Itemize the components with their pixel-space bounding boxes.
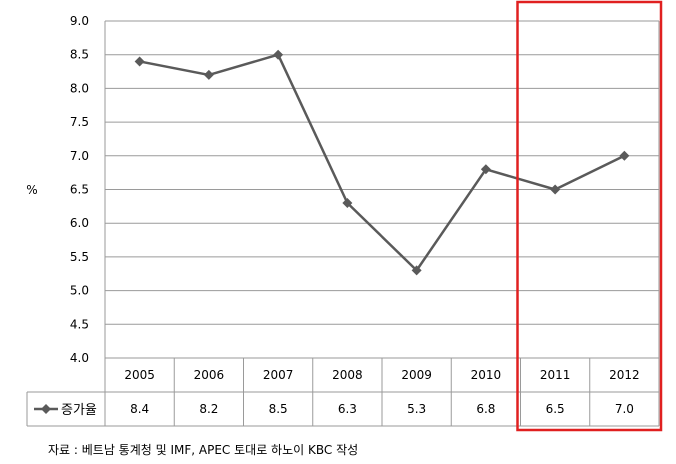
gridlines xyxy=(105,20,659,359)
data-point xyxy=(342,197,353,208)
data-label: 8.2 xyxy=(199,402,218,416)
axes xyxy=(104,21,660,358)
data-label: 8.5 xyxy=(269,402,288,416)
data-label: 8.4 xyxy=(130,402,149,416)
data-point xyxy=(619,150,630,161)
y-tick-label: 5.0 xyxy=(70,284,89,298)
x-tick-label: 2005 xyxy=(124,368,155,382)
source-note: 자료 : 베트남 통계청 및 IMF, APEC 토대로 하노이 KBC 작성 xyxy=(48,443,359,457)
y-tick-label: 7.0 xyxy=(70,149,89,163)
y-tick-labels: 4.0 4.5 5.0 5.5 6.0 6.5 7.0 7.5 8.0 8.5 9.0 xyxy=(70,14,89,365)
x-tick-label: 2011 xyxy=(540,368,571,382)
y-tick-label: 6.5 xyxy=(70,183,89,197)
highlight-box xyxy=(516,0,663,432)
data-table: 2005 2006 2007 2008 2009 2010 2011 2012 8.4 8.2 8.… xyxy=(26,358,660,427)
data-point xyxy=(273,49,284,60)
y-tick-label: 9.0 xyxy=(70,14,89,28)
y-tick-label: 6.0 xyxy=(70,216,89,230)
data-point xyxy=(203,69,214,80)
y-tick-label: 5.5 xyxy=(70,250,89,264)
highlight-rect xyxy=(516,0,663,432)
series-line xyxy=(134,49,630,276)
series-polyline xyxy=(139,53,625,272)
x-tick-label: 2009 xyxy=(401,368,432,382)
x-tick-label: 2006 xyxy=(194,368,225,382)
x-tick-label: 2012 xyxy=(609,368,640,382)
legend-marker xyxy=(41,404,51,414)
data-point xyxy=(480,164,491,175)
legend-label: 증가율 xyxy=(61,403,97,418)
x-tick-label: 2007 xyxy=(263,368,294,382)
data-label: 6.8 xyxy=(476,402,495,416)
data-label: 6.5 xyxy=(546,402,565,416)
x-tick-label: 2010 xyxy=(471,368,502,382)
data-label: 6.3 xyxy=(338,402,357,416)
data-label: 7.0 xyxy=(615,402,634,416)
data-point xyxy=(411,265,422,276)
data-point xyxy=(550,184,561,195)
data-label: 5.3 xyxy=(407,402,426,416)
y-axis-label: % xyxy=(26,183,37,197)
x-tick-label: 2008 xyxy=(332,368,363,382)
y-tick-label: 8.5 xyxy=(70,48,89,62)
y-tick-label: 8.0 xyxy=(70,81,89,95)
y-tick-label: 4.5 xyxy=(70,317,89,331)
y-tick-label: 4.0 xyxy=(70,351,89,365)
y-tick-label: 7.5 xyxy=(70,115,89,129)
data-point xyxy=(134,56,145,67)
